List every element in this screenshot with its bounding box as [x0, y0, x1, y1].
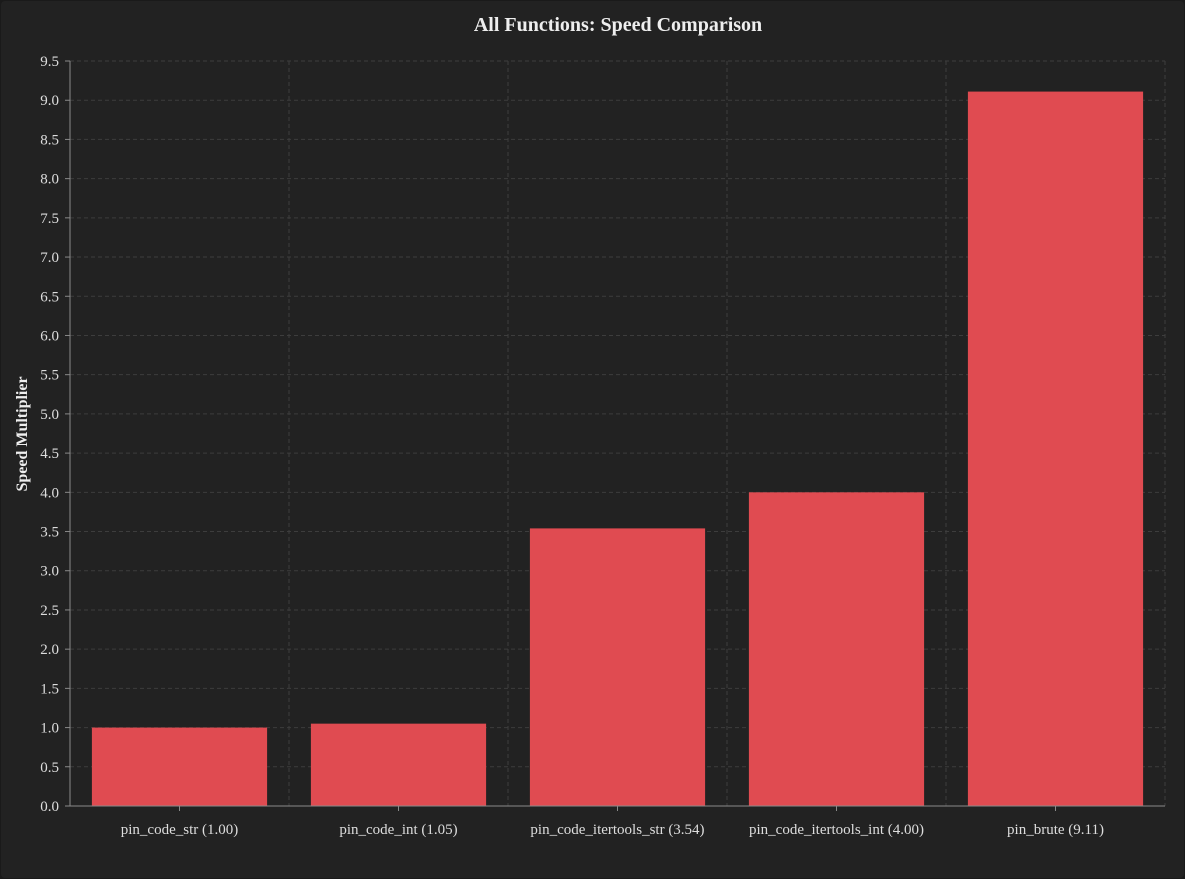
y-tick-label: 2.0 [40, 642, 59, 658]
bars [91, 91, 1144, 806]
y-axis-ticks: 0.0 0.5 1.0 1.5 2.0 2.5 3.0 3.5 4.0 4.5 5.0 5.5 6.0 6… [40, 54, 59, 815]
y-tick-label: 0.5 [40, 760, 59, 776]
y-tick-label: 1.5 [40, 681, 59, 697]
y-tick-label: 5.5 [40, 368, 59, 384]
y-tick-label: 1.0 [40, 721, 59, 737]
y-tick-label: 8.5 [40, 132, 59, 148]
axes [65, 60, 1165, 811]
bar [310, 723, 487, 806]
y-tick-label: 2.5 [40, 603, 59, 619]
y-axis-label: Speed Multiplier [14, 376, 31, 491]
y-tick-label: 9.0 [40, 93, 59, 109]
y-tick-label: 4.5 [40, 446, 59, 462]
x-tick-label: pin_code_str (1.00) [121, 822, 238, 838]
bar [529, 528, 706, 806]
x-tick-label: pin_brute (9.11) [1007, 822, 1104, 838]
chart-title: All Functions: Speed Comparison [474, 14, 762, 36]
x-tick-label: pin_code_itertools_int (4.00) [749, 822, 924, 838]
y-tick-label: 7.0 [40, 250, 59, 266]
y-tick-label: 3.5 [40, 525, 59, 541]
y-tick-label: 3.0 [40, 564, 59, 580]
y-tick-label: 6.0 [40, 328, 59, 344]
y-tick-label: 6.5 [40, 289, 59, 305]
y-tick-label: 0.0 [40, 799, 59, 815]
x-tick-label: pin_code_itertools_str (3.54) [530, 822, 704, 838]
bar [748, 492, 925, 806]
y-tick-label: 5.0 [40, 407, 59, 423]
y-tick-label: 9.5 [40, 54, 59, 70]
y-tick-label: 7.5 [40, 211, 59, 227]
x-tick-label: pin_code_int (1.05) [339, 822, 457, 838]
y-tick-label: 8.0 [40, 172, 59, 188]
y-tick-label: 4.0 [40, 485, 59, 501]
bar [91, 727, 268, 806]
bar [967, 91, 1144, 806]
x-axis-ticks: pin_code_str (1.00) pin_code_int (1.05) pi… [121, 822, 1104, 838]
